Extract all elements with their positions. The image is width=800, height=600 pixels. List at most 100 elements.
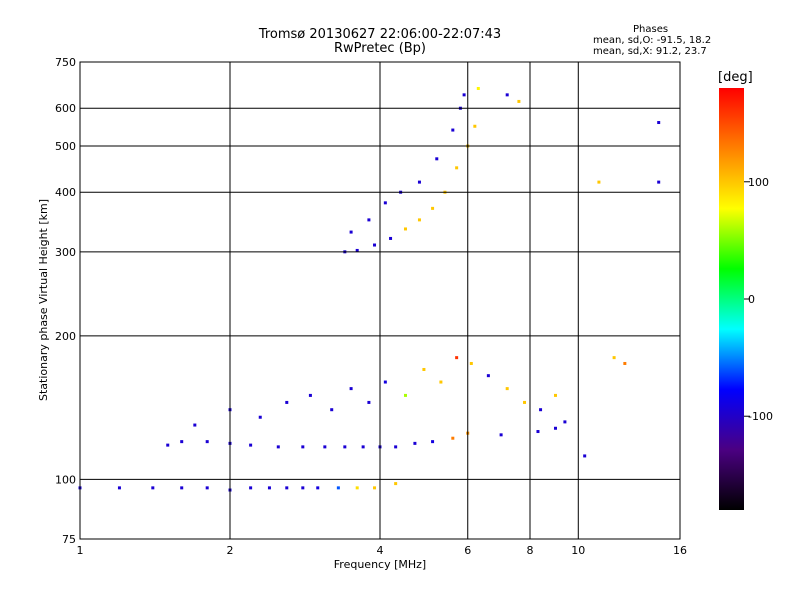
- data-point: [517, 99, 521, 103]
- y-tick-label: 400: [55, 186, 76, 199]
- data-point: [180, 440, 184, 444]
- data-point: [330, 408, 334, 412]
- x-tick-label: 8: [527, 544, 534, 557]
- data-point: [431, 440, 435, 444]
- y-tick-label: 75: [62, 533, 76, 546]
- data-point: [455, 166, 459, 170]
- data-point: [553, 426, 557, 430]
- data-point: [249, 443, 253, 447]
- data-point: [343, 445, 347, 449]
- data-point: [657, 121, 661, 125]
- data-point: [349, 230, 353, 234]
- phases-heading: Phases: [633, 24, 669, 35]
- plot-frame: [79, 61, 681, 540]
- data-point: [316, 486, 320, 490]
- data-point: [439, 380, 443, 384]
- data-point: [205, 440, 209, 444]
- data-point: [205, 486, 209, 490]
- data-point: [505, 93, 509, 97]
- data-point: [249, 486, 253, 490]
- data-point: [563, 420, 567, 424]
- phases-o-stats: mean, sd,O: -91.5, 18.2: [593, 35, 712, 46]
- data-point: [455, 356, 459, 360]
- data-point: [267, 486, 271, 490]
- y-tick-label: 600: [55, 102, 76, 115]
- x-tick-label: 16: [673, 544, 687, 557]
- colorbar-tick-label: 100: [748, 176, 769, 189]
- data-point: [301, 445, 305, 449]
- data-point: [166, 443, 170, 447]
- data-point: [623, 361, 627, 365]
- data-point: [413, 441, 417, 445]
- data-point: [349, 387, 353, 391]
- data-point: [536, 430, 540, 434]
- x-tick-label: 1: [77, 544, 84, 557]
- data-point: [612, 356, 616, 360]
- data-point: [383, 201, 387, 205]
- x-axis-ticks: 1 2 4 6 8 10 16: [77, 544, 688, 557]
- data-point: [389, 236, 393, 240]
- chart-subtitle: RwPretec (Bp): [333, 41, 427, 56]
- data-point: [422, 367, 426, 371]
- colorbar-ticks: 100 0 -100: [744, 176, 773, 423]
- colorbar-tick-label: -100: [748, 410, 773, 423]
- data-point: [323, 445, 327, 449]
- data-point: [117, 486, 121, 490]
- data-point: [285, 486, 289, 490]
- data-point: [151, 486, 155, 490]
- data-point: [417, 218, 421, 222]
- grid-lines: [80, 62, 680, 539]
- data-point: [505, 387, 509, 391]
- data-point: [469, 361, 473, 365]
- y-tick-label: 500: [55, 140, 76, 153]
- data-point: [539, 408, 543, 412]
- data-point: [180, 486, 184, 490]
- data-point: [355, 248, 359, 252]
- x-tick-label: 4: [377, 544, 384, 557]
- data-point: [394, 445, 398, 449]
- y-axis-label: Stationary phase Virtual Height [km]: [37, 199, 50, 401]
- data-point: [193, 423, 197, 427]
- data-points-layer: [78, 86, 661, 492]
- data-point: [462, 93, 466, 97]
- data-point: [657, 180, 661, 184]
- colorbar-label: [deg]: [718, 70, 753, 85]
- data-point: [336, 486, 340, 490]
- y-tick-label: 200: [55, 330, 76, 343]
- data-point: [431, 206, 435, 210]
- data-point: [473, 124, 477, 128]
- data-point: [394, 482, 398, 486]
- data-point: [451, 436, 455, 440]
- data-point: [361, 445, 365, 449]
- y-axis-ticks: 75 100 200 300 400 500 600 750: [55, 56, 76, 546]
- data-point: [403, 393, 407, 397]
- data-point: [355, 486, 359, 490]
- data-point: [373, 243, 377, 247]
- data-point: [486, 374, 490, 378]
- data-point: [301, 486, 305, 490]
- data-point: [308, 393, 312, 397]
- data-point: [383, 380, 387, 384]
- chart-title: Tromsø 20130627 22:06:00-22:07:43: [258, 27, 502, 42]
- y-tick-label: 750: [55, 56, 76, 69]
- data-point: [403, 227, 407, 231]
- colorbar-tick-label: 0: [748, 293, 755, 306]
- data-point: [523, 400, 527, 404]
- data-point: [499, 433, 503, 437]
- data-point: [276, 445, 280, 449]
- data-point: [417, 180, 421, 184]
- data-point: [285, 400, 289, 404]
- x-tick-label: 6: [464, 544, 471, 557]
- data-point: [258, 415, 262, 419]
- data-point: [373, 486, 377, 490]
- data-point: [553, 393, 557, 397]
- y-tick-label: 300: [55, 246, 76, 259]
- data-point: [435, 157, 439, 161]
- data-point: [597, 180, 601, 184]
- data-point: [476, 86, 480, 90]
- data-point: [583, 454, 587, 458]
- data-point: [367, 400, 371, 404]
- x-tick-label: 2: [227, 544, 234, 557]
- x-axis-label: Frequency [MHz]: [334, 558, 426, 571]
